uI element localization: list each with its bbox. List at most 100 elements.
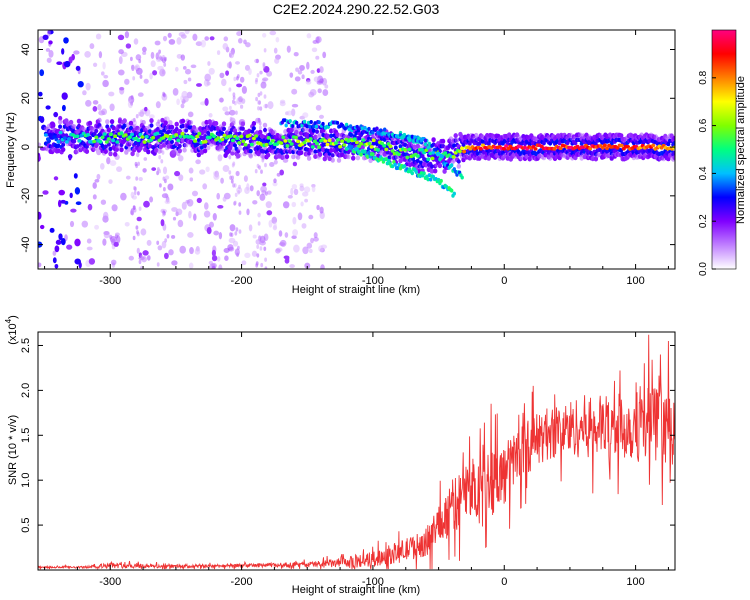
heatmap-cell: [199, 145, 204, 150]
heatmap-cell: [255, 77, 258, 83]
heatmap-cell: [237, 145, 242, 151]
heatmap-cell: [61, 48, 65, 55]
heatmap-cell: [457, 149, 462, 154]
snr-frame: [37, 331, 676, 571]
heatmap-cell: [241, 260, 247, 266]
heatmap-cell: [430, 164, 434, 169]
heatmap-cell: [420, 148, 424, 152]
heatmap-cell: [68, 154, 72, 161]
heatmap-cell: [164, 252, 169, 260]
heatmap-cell: [330, 153, 335, 158]
heatmap-cell: [162, 55, 165, 60]
heatmap-cell: [387, 155, 392, 160]
heatmap-cell: [87, 203, 93, 211]
heatmap-cell: [69, 192, 73, 199]
heatmap-cell: [172, 88, 179, 96]
snr-y-axis-label: SNR (10 * v/v): [7, 415, 19, 485]
heatmap-cell: [228, 155, 232, 160]
heatmap-cell: [149, 118, 154, 124]
heatmap-cell: [193, 139, 198, 143]
heatmap-cell: [607, 132, 613, 138]
heatmap-cell: [456, 163, 461, 169]
heatmap-cell: [287, 139, 292, 143]
heatmap-cell: [175, 66, 179, 72]
heatmap-cell: [427, 173, 432, 178]
heatmap-cell: [272, 129, 277, 135]
heatmap-cell: [251, 121, 257, 126]
heatmap-cell: [329, 133, 334, 138]
heatmap-cell: [161, 240, 167, 249]
heatmap-cell: [300, 201, 304, 207]
heatmap-cell: [181, 201, 187, 210]
heatmap-cell: [240, 121, 246, 127]
heatmap-cell: [255, 96, 258, 102]
heatmap-cell: [60, 199, 67, 204]
heatmap-cell: [166, 129, 171, 134]
heatmap-cell: [248, 153, 253, 159]
heatmap-cell: [203, 210, 211, 218]
heatmap-cell: [259, 91, 263, 96]
heatmap-cell: [142, 51, 147, 55]
heatmap-cell: [188, 210, 192, 219]
heatmap-cell: [162, 91, 166, 97]
heatmap-cell: [77, 139, 82, 143]
heatmap-cell: [219, 72, 225, 79]
heatmap-cell: [132, 235, 136, 241]
heatmap-cell: [181, 90, 188, 99]
heatmap-cell: [234, 192, 238, 197]
heatmap-cell: [438, 157, 442, 162]
heatmap-cell: [221, 121, 227, 127]
heatmap-cell: [218, 264, 223, 269]
heatmap-cell: [263, 127, 267, 133]
heatmap-cell: [232, 161, 236, 166]
x-tick-label: 100: [626, 576, 644, 588]
heatmap-cell: [388, 144, 393, 149]
heatmap-cell: [235, 110, 238, 115]
y-tick-label: -40: [20, 237, 32, 253]
heatmap-cell: [279, 141, 284, 145]
heatmap-cell: [171, 234, 176, 239]
heatmap-cell: [127, 135, 132, 139]
heatmap-cell: [262, 32, 267, 38]
heatmap-cell: [286, 45, 291, 53]
heatmap-cell: [200, 39, 207, 48]
heatmap-cell: [238, 202, 242, 207]
heatmap-cell: [313, 149, 318, 154]
heatmap-cell: [195, 159, 201, 165]
heatmap-cell: [410, 134, 414, 139]
colorbar-tick-label: 0.8: [698, 70, 709, 84]
heatmap-cell: [310, 237, 314, 244]
heatmap-cell: [81, 220, 89, 228]
heatmap-cell: [371, 138, 376, 142]
heatmap-cell: [38, 154, 41, 162]
heatmap-cell: [116, 143, 121, 149]
heatmap-cell: [304, 198, 308, 203]
heatmap-cell: [222, 106, 229, 112]
heatmap-cell: [266, 190, 272, 195]
heatmap-cell: [291, 201, 297, 208]
heatmap-cell: [206, 130, 211, 136]
heatmap-cell: [130, 95, 134, 100]
heatmap-cell: [361, 138, 366, 142]
heatmap-cell: [355, 155, 361, 161]
spectrogram-x-axis-label: Height of straight line (km): [292, 284, 420, 296]
colorbar-ticks: 0.0 0.2 0.4 0.6 0.8: [698, 70, 716, 276]
heatmap-cell: [233, 143, 237, 148]
heatmap-cell: [405, 155, 410, 160]
heatmap-cell: [57, 119, 63, 125]
heatmap-cell: [313, 232, 318, 239]
heatmap-cell: [243, 175, 248, 182]
heatmap-cell: [166, 143, 171, 149]
heatmap-cell: [315, 104, 322, 111]
heatmap-cell: [206, 145, 211, 151]
heatmap-cell: [263, 94, 267, 99]
heatmap-cell: [92, 62, 98, 67]
heatmap-cell: [183, 79, 188, 85]
heatmap-cell: [327, 138, 332, 143]
heatmap-cell: [208, 67, 215, 75]
heatmap-cell: [237, 245, 240, 251]
heatmap-cell: [235, 170, 240, 177]
heatmap-cell: [144, 126, 149, 131]
heatmap-cell: [193, 213, 197, 221]
heatmap-cell: [206, 81, 211, 86]
